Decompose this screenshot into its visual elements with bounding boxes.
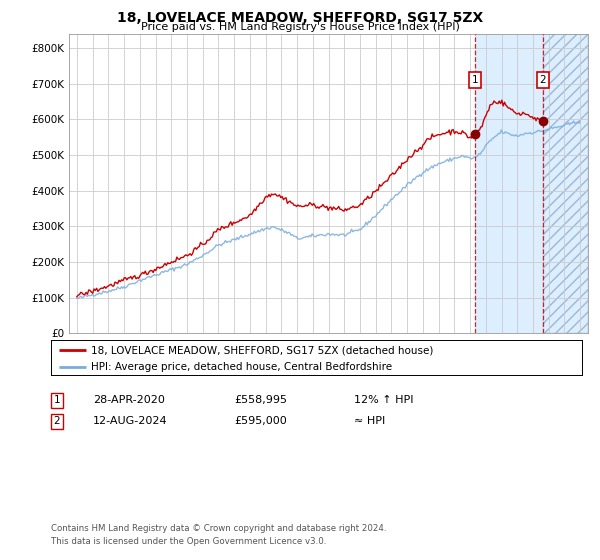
Text: 18, LOVELACE MEADOW, SHEFFORD, SG17 5ZX (detached house): 18, LOVELACE MEADOW, SHEFFORD, SG17 5ZX … xyxy=(91,345,433,355)
Bar xyxy=(543,34,588,333)
Text: ≈ HPI: ≈ HPI xyxy=(354,416,385,426)
Text: 12% ↑ HPI: 12% ↑ HPI xyxy=(354,395,413,405)
Text: 2: 2 xyxy=(539,75,546,85)
Text: HPI: Average price, detached house, Central Bedfordshire: HPI: Average price, detached house, Cent… xyxy=(91,362,392,371)
Bar xyxy=(475,34,588,333)
Text: This data is licensed under the Open Government Licence v3.0.: This data is licensed under the Open Gov… xyxy=(51,537,326,546)
Text: £558,995: £558,995 xyxy=(234,395,287,405)
Text: Contains HM Land Registry data © Crown copyright and database right 2024.: Contains HM Land Registry data © Crown c… xyxy=(51,524,386,533)
Text: 1: 1 xyxy=(53,395,61,405)
Text: Price paid vs. HM Land Registry's House Price Index (HPI): Price paid vs. HM Land Registry's House … xyxy=(140,22,460,32)
Text: 18, LOVELACE MEADOW, SHEFFORD, SG17 5ZX: 18, LOVELACE MEADOW, SHEFFORD, SG17 5ZX xyxy=(117,11,483,25)
Text: 2: 2 xyxy=(53,416,61,426)
Text: 12-AUG-2024: 12-AUG-2024 xyxy=(93,416,167,426)
Text: 1: 1 xyxy=(472,75,478,85)
Text: £595,000: £595,000 xyxy=(234,416,287,426)
Text: 28-APR-2020: 28-APR-2020 xyxy=(93,395,165,405)
